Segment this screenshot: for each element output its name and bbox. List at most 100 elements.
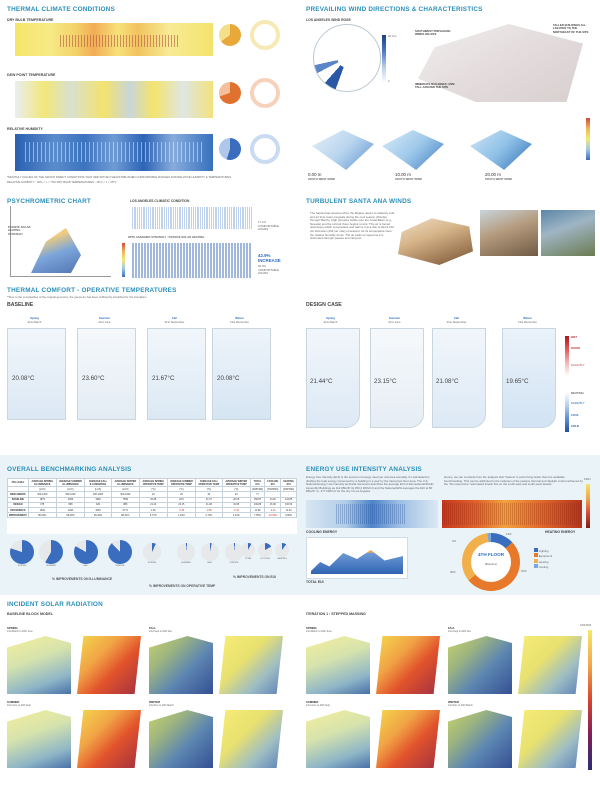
santa-ana-terrain-diagram — [398, 218, 473, 265]
design-temp-1: 23.15°C — [374, 378, 397, 385]
donut-center: 4TH FLOOR — [477, 552, 505, 557]
solar-period-date: 21st June to 20th Sept — [306, 704, 330, 707]
bench-header-cell: AVERAGE SUMMER OPERATIVE TEMP — [166, 477, 197, 488]
solar-render — [376, 636, 440, 694]
scale-cool: COOL — [571, 413, 580, 417]
callout-taller: TALLER BUILDINGS ALL LOCATED TO THE NORT… — [553, 23, 589, 34]
comfort-title: Thermal Comfort - Operative Temperatures — [7, 287, 177, 294]
drybulb-ring — [250, 20, 280, 50]
design-room-winter — [502, 328, 556, 428]
solar-render — [448, 710, 512, 768]
design-date-2: 21st September — [446, 320, 467, 324]
base-temp-1: 23.60°C — [82, 375, 105, 382]
solar-render — [306, 636, 370, 694]
solar-render — [518, 636, 582, 694]
bench-table: 4TH LEVEL AVERAGE SPRING ILLUMINANCE AVERA… — [7, 477, 297, 519]
santa-ana-photo-1 — [480, 210, 538, 256]
heating-energy-heatmap — [442, 500, 582, 528]
comfort-scale-cool — [565, 392, 569, 432]
bench-header-cell: AVERAGE SUMMER ILLUMINANCE — [55, 477, 86, 488]
santa-ana-text: The Santa Anas develop when the Mojave d… — [310, 211, 395, 241]
scale-slightly-cool: SLIGHTLY — [571, 401, 585, 405]
wind-value-0: 0.00 m — [308, 172, 322, 177]
bench-header-cell: AVERAGE FALL OPERATIVE TEMP — [195, 477, 223, 488]
eui-text-2: Hence, we can conclude from the analysis… — [444, 475, 583, 487]
la-climate-title: Los Angeles Climatic Condition — [130, 199, 190, 203]
table-cell: 58.00% — [55, 512, 86, 519]
solar-period-date: 21st Dec to 20th March — [149, 704, 174, 707]
bench-header-cell: HEATING EUI — [280, 477, 297, 488]
improvement-pie — [201, 543, 219, 561]
thermal-title: Thermal Climate Conditions — [7, 6, 115, 13]
pct1-label: COMFORTABLE HOURS — [258, 224, 280, 232]
table-cell: -16.69% — [264, 512, 282, 519]
table-cell: 88.41% — [110, 512, 140, 519]
wind-scale-bottom: 2 — [388, 79, 390, 83]
eui-scale-unit: KWH — [584, 477, 591, 481]
with-strategy-waveform — [132, 243, 252, 278]
bench-header-cell: COOLING EUI — [264, 477, 282, 488]
pie-label: WINTER — [229, 562, 239, 564]
donut-legend: Lighting Equipment Heating Cooling — [534, 548, 552, 570]
base-temp-3: 20.08°C — [217, 375, 240, 382]
solar-period-date: 21st Sept to 20th Dec — [149, 630, 172, 633]
total-eui-label: Total EUI — [306, 580, 324, 584]
design-season-1: Summer — [388, 316, 401, 320]
solar-render — [77, 710, 141, 768]
cap-illuminance: % Improvements on Illuminance — [52, 577, 113, 581]
wind-value-1: 10.00 m — [395, 172, 411, 177]
pct3-label: COMFORTABLE HOURS — [258, 268, 280, 276]
improvement-pie — [74, 540, 98, 564]
wind-value-2: 20.00 m — [485, 172, 501, 177]
improvement-pie — [258, 543, 272, 557]
cap-eui: % Improvements on EUI — [233, 575, 276, 579]
donut-sub: (Baseline) — [484, 562, 498, 566]
design-room-spring — [306, 328, 360, 428]
dew-point-heatmap — [15, 81, 213, 118]
legend-cooling: Cooling — [538, 565, 549, 570]
bench-table-panel: 4TH LEVEL AVERAGE SPRING ILLUMINANCE AVERA… — [7, 477, 297, 534]
psych-title: Psychrometric Chart — [7, 198, 92, 205]
solar-title: Incident Solar Radiation — [7, 601, 103, 608]
wind-cfd-0m — [312, 130, 374, 170]
scale-warm: WARM — [571, 346, 580, 350]
base-room-summer — [77, 328, 136, 420]
improvement-pie — [143, 543, 161, 561]
eui-title: Energy Use Intensity Analysis — [306, 466, 422, 473]
drybulb-summary-pie — [219, 24, 241, 46]
pie-label: SUMMER — [181, 562, 191, 564]
design-date-1: 21st June — [388, 320, 401, 324]
legend-heating: Heating — [538, 559, 549, 564]
base-room-fall — [147, 328, 206, 420]
table-cell: 2.72% — [195, 512, 223, 519]
wind-rose — [313, 24, 381, 92]
solar-period-name: Summer — [7, 700, 20, 704]
pie-label: TOTAL — [244, 558, 252, 560]
solar-render — [149, 710, 213, 768]
pct3: 60.0% — [258, 264, 266, 268]
table-cell: 83.40% — [84, 512, 112, 519]
design-room-fall — [432, 328, 486, 428]
solar-scale — [588, 630, 592, 770]
wind-rose-title: Los Angeles Wind Rose — [306, 18, 351, 22]
eui-text-1: Energy Use Intensity (EUI) is the amount… — [306, 475, 434, 494]
wind-label-2: South West Wind — [485, 177, 512, 181]
bench-header-cell: TOTAL EUI — [249, 477, 266, 488]
solar-period-name: Spring — [7, 626, 18, 630]
solar-period-name: Winter — [448, 700, 460, 704]
with-strategy: With Assigned Strategy : Passive Solar H… — [128, 235, 205, 239]
bench-header-cell: AVERAGE WINTER ILLUMINANCE — [110, 477, 140, 488]
solar-period-name: Winter — [149, 700, 161, 704]
santa-ana-photo-2 — [541, 210, 595, 256]
wind-scale-top: 20 m/s — [388, 34, 397, 38]
baseline-title: Baseline — [7, 302, 34, 308]
scale-cold: COLD — [571, 424, 579, 428]
base-room-winter — [212, 328, 271, 420]
improvement-pie — [275, 543, 289, 557]
pie-label: SUMMER — [46, 565, 56, 567]
scale-slightly-warm: SLIGHTLY — [571, 363, 585, 367]
heating-label: Heating Energy — [545, 530, 576, 534]
wind-label-0: South West Wind — [308, 177, 335, 181]
solar-render — [376, 710, 440, 768]
comfort-scale-warm — [565, 336, 569, 376]
